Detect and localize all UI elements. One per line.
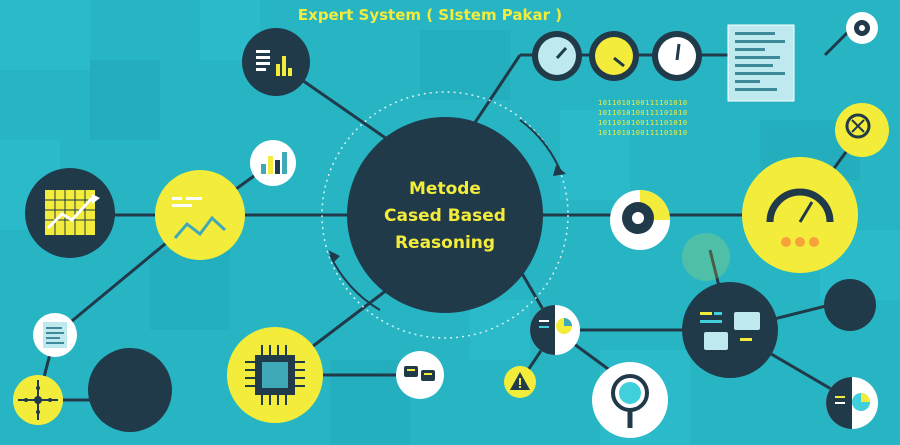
chip-icon: [227, 327, 323, 423]
gear-icon-small: [846, 12, 878, 44]
bar-chart-icon: [250, 140, 296, 186]
valve-icon: [835, 103, 889, 157]
magnifier-icon: [592, 362, 668, 438]
crosshair-icon: [13, 375, 63, 425]
document-icon: [727, 24, 795, 102]
warning-icon: [504, 366, 536, 398]
document-icon-small: [33, 313, 77, 357]
orbit-arrow-bottom: [329, 254, 381, 311]
speedometer-icon: [742, 157, 858, 273]
center-node: [347, 117, 543, 313]
binary-row: 1011010100111101010: [598, 109, 688, 117]
line-chart-icon: [155, 170, 245, 260]
pie-chart-icon: [530, 305, 580, 355]
growth-chart-icon: [25, 168, 115, 258]
binary-row: 1011010100111101010: [598, 99, 688, 107]
chat-icon: [396, 351, 444, 399]
diagram-title: Expert System ( SIstem Pakar ): [297, 6, 563, 24]
center-label-line-1: Metode: [409, 179, 481, 199]
binary-globe-icon-2: [88, 348, 172, 432]
binary-globe-icon-1: [682, 233, 730, 281]
orbit-ring: [321, 91, 569, 339]
binary-row: 1011010100111101010: [598, 129, 688, 137]
center-label-line-3: Reasoning: [394, 233, 496, 253]
binary-row: 1011010100111101010: [598, 119, 688, 127]
orbit-arrow-top: [519, 119, 561, 171]
orbit-arrowhead-top: [553, 165, 566, 176]
report-chart-icon: [242, 28, 310, 96]
center-label-line-2: Cased Based: [384, 206, 506, 226]
orbit-arrowhead-bottom: [328, 250, 340, 262]
gauge-icon-1: [532, 31, 582, 81]
gauge-icon-2: [589, 31, 639, 81]
center-label: Metode Cased Based Reasoning: [355, 176, 535, 257]
pie-chart-icon-2: [826, 377, 878, 429]
gauge-icon-3: [652, 31, 702, 81]
gear-icon: [610, 190, 670, 250]
chat-panel-icon: [682, 282, 778, 378]
binary-text-block: 1011010100111101010 1011010100111101010 …: [598, 98, 688, 138]
binary-globe-icon-3: [824, 279, 876, 331]
